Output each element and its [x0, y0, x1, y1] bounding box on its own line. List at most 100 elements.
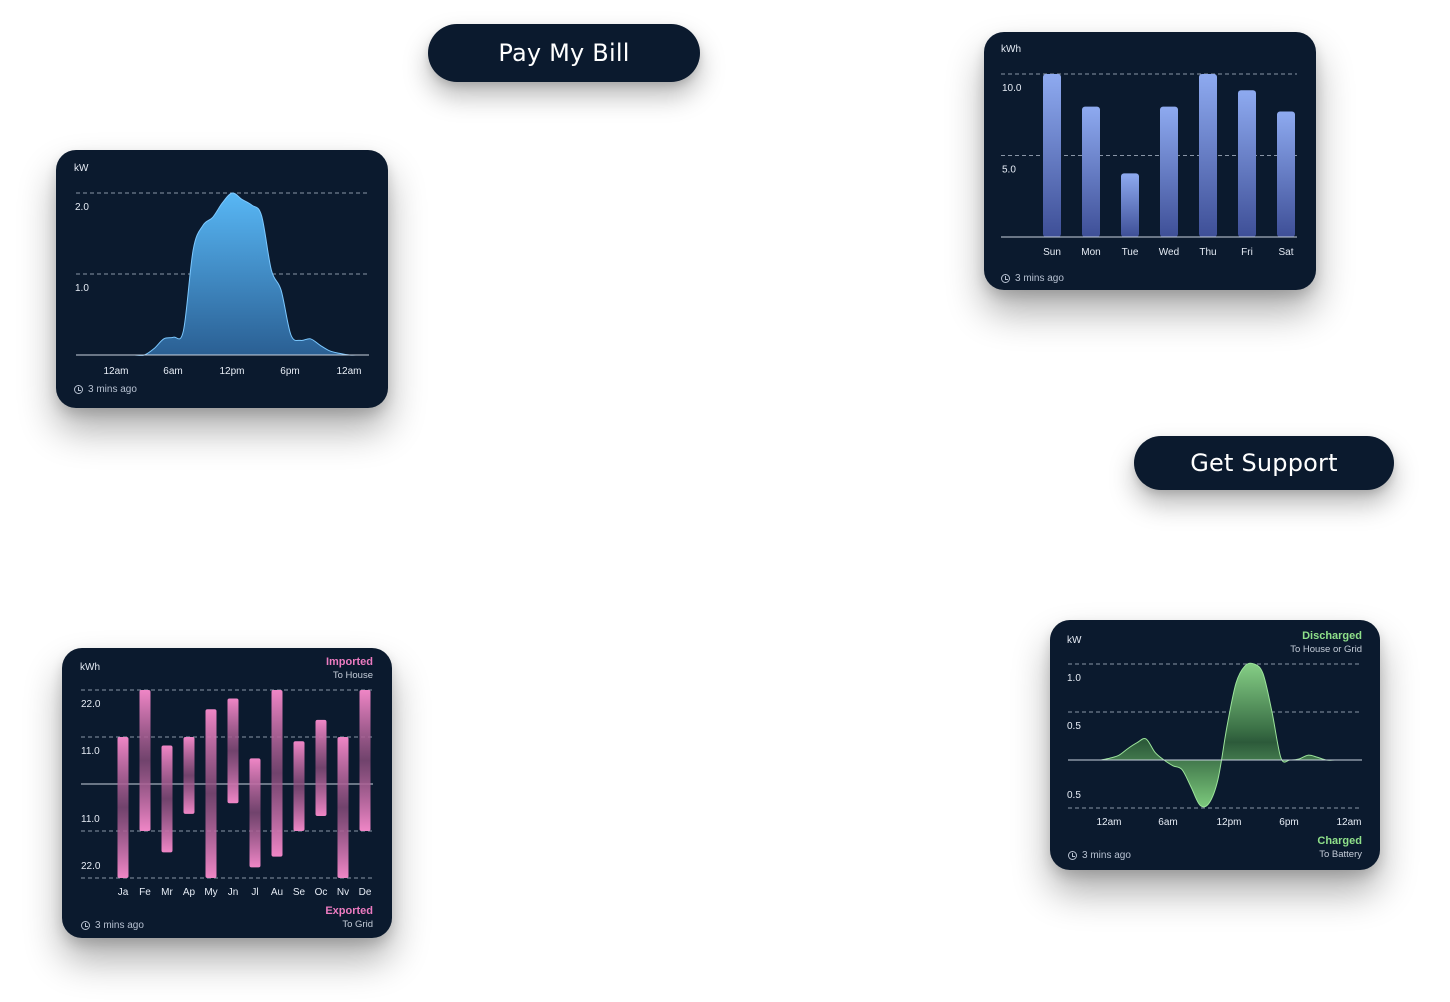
- bar-my: [205, 709, 217, 878]
- bar-fri: [1238, 90, 1256, 237]
- chart-unit-label: kW: [74, 163, 89, 174]
- y-tick-label: 10.0: [1002, 83, 1022, 94]
- x-tick-label: Jl: [251, 887, 258, 898]
- x-tick-label: Jn: [228, 887, 239, 898]
- chart-unit-label: kWh: [80, 662, 100, 673]
- last-updated-text: 3 mins ago: [95, 920, 144, 931]
- x-tick-label: Mon: [1081, 247, 1100, 258]
- x-tick-label: 6pm: [1279, 817, 1298, 828]
- bar-ap: [183, 737, 195, 814]
- y-tick-label: 11.0: [81, 746, 100, 757]
- last-updated: 3 mins ago: [74, 384, 137, 395]
- legend-exported-subtitle: To Grid: [342, 919, 373, 930]
- battery-line: [1100, 662, 1362, 808]
- chart-unit-label: kWh: [1001, 44, 1021, 55]
- power-area: [76, 192, 369, 356]
- y-tick-label: 22.0: [81, 861, 101, 872]
- clock-icon: [1068, 851, 1077, 860]
- last-updated-text: 3 mins ago: [1015, 273, 1064, 284]
- y-tick-label: 0.5: [1067, 790, 1081, 801]
- x-tick-label: Se: [293, 887, 306, 898]
- bar-mr: [161, 745, 173, 853]
- x-tick-label: 12am: [1336, 817, 1361, 828]
- y-tick-label: 2.0: [75, 202, 89, 213]
- legend-exported: Exported To Grid: [325, 905, 373, 930]
- bar-fe: [139, 690, 151, 831]
- bar-jl: [249, 758, 261, 868]
- y-tick-label: 11.0: [81, 814, 100, 825]
- legend-charged: Charged To Battery: [1317, 835, 1362, 860]
- y-tick-label: 0.5: [1067, 721, 1081, 732]
- bar-oc: [315, 719, 327, 817]
- x-tick-label: De: [359, 887, 372, 898]
- x-tick-label: 6am: [163, 366, 182, 377]
- last-updated-text: 3 mins ago: [88, 384, 137, 395]
- battery-area: [1101, 663, 1362, 807]
- y-tick-label: 22.0: [81, 699, 101, 710]
- x-tick-label: Oc: [315, 887, 328, 898]
- x-tick-label: Tue: [1122, 247, 1139, 258]
- last-updated-text: 3 mins ago: [1082, 850, 1131, 861]
- legend-imported: Imported To House: [326, 656, 373, 681]
- x-tick-label: 6pm: [280, 366, 299, 377]
- x-tick-label: 12pm: [219, 366, 244, 377]
- monthly-grid-chart: 22.0 11.0 11.0 22.0 Ja Fe Mr Ap My Jn Jl Au Se Oc Nv De: [81, 689, 373, 898]
- x-tick-label: My: [204, 887, 217, 898]
- clock-icon: [74, 385, 83, 394]
- bar-tue: [1121, 173, 1139, 237]
- bar-ja: [117, 737, 129, 878]
- legend-discharged-subtitle: To House or Grid: [1290, 644, 1362, 655]
- x-tick-label: Ja: [118, 887, 129, 898]
- bar-jn: [227, 698, 239, 804]
- bar-se: [293, 741, 305, 831]
- power-usage-card[interactable]: 2.0 1.0 12am 6am 12pm 6pm 12am kW 3 mins ago: [56, 150, 388, 408]
- x-tick-label: 6am: [1158, 817, 1177, 828]
- x-tick-label: Au: [271, 887, 283, 898]
- bar-thu: [1199, 74, 1217, 237]
- legend-exported-title: Exported: [325, 905, 373, 917]
- clock-icon: [1001, 274, 1010, 283]
- x-tick-label: 12am: [103, 366, 128, 377]
- x-tick-label: Sat: [1278, 247, 1293, 258]
- legend-discharged: Discharged To House or Grid: [1290, 630, 1362, 655]
- bar-wed: [1160, 106, 1178, 237]
- legend-imported-title: Imported: [325, 656, 373, 668]
- x-tick-label: Nv: [337, 887, 349, 898]
- bar-sun: [1043, 74, 1061, 237]
- battery-card[interactable]: 1.0 0.5 0.5 12am 6am 12pm 6pm 12am kW Discharge…: [1050, 620, 1380, 870]
- x-tick-label: Sun: [1043, 247, 1061, 258]
- x-tick-label: 12am: [336, 366, 361, 377]
- x-tick-label: 12am: [1096, 817, 1121, 828]
- bar-au: [271, 690, 283, 857]
- bar-mon: [1082, 106, 1100, 237]
- legend-charged-title: Charged: [1317, 835, 1362, 847]
- x-tick-label: Thu: [1199, 247, 1216, 258]
- bar-de: [359, 690, 371, 831]
- monthly-grid-card[interactable]: 22.0 11.0 11.0 22.0 Ja Fe Mr Ap My Jn Jl Au Se Oc Nv De…: [62, 648, 392, 938]
- power-usage-chart: 2.0 1.0 12am 6am 12pm 6pm 12am: [75, 192, 369, 377]
- y-tick-label: 1.0: [1067, 673, 1081, 684]
- x-tick-label: 12pm: [1216, 817, 1241, 828]
- x-tick-label: Fri: [1241, 247, 1253, 258]
- battery-chart: 1.0 0.5 0.5 12am 6am 12pm 6pm 12am: [1067, 662, 1362, 828]
- y-tick-label: 1.0: [75, 283, 89, 294]
- chart-unit-label: kW: [1067, 635, 1082, 646]
- y-tick-label: 5.0: [1002, 165, 1016, 176]
- legend-charged-subtitle: To Battery: [1319, 849, 1362, 860]
- last-updated: 3 mins ago: [1001, 273, 1064, 284]
- bar-sat: [1277, 111, 1295, 237]
- last-updated: 3 mins ago: [1068, 850, 1131, 861]
- weekly-energy-chart: 10.0 5.0 Sun Mon Tue Wed Thu Fri Sat: [1001, 73, 1297, 258]
- x-tick-label: Ap: [183, 887, 196, 898]
- legend-discharged-title: Discharged: [1302, 630, 1362, 642]
- x-tick-label: Fe: [139, 887, 151, 898]
- x-tick-label: Wed: [1159, 247, 1179, 258]
- clock-icon: [81, 921, 90, 930]
- bar-nv: [337, 737, 349, 878]
- pay-my-bill-button[interactable]: Pay My Bill: [428, 24, 700, 82]
- weekly-energy-card[interactable]: 10.0 5.0 Sun Mon Tue Wed Thu Fri Sat kWh 3 mins …: [984, 32, 1316, 290]
- x-tick-label: Mr: [161, 887, 173, 898]
- last-updated: 3 mins ago: [81, 920, 144, 931]
- legend-imported-subtitle: To House: [332, 670, 373, 681]
- get-support-button[interactable]: Get Support: [1134, 436, 1394, 490]
